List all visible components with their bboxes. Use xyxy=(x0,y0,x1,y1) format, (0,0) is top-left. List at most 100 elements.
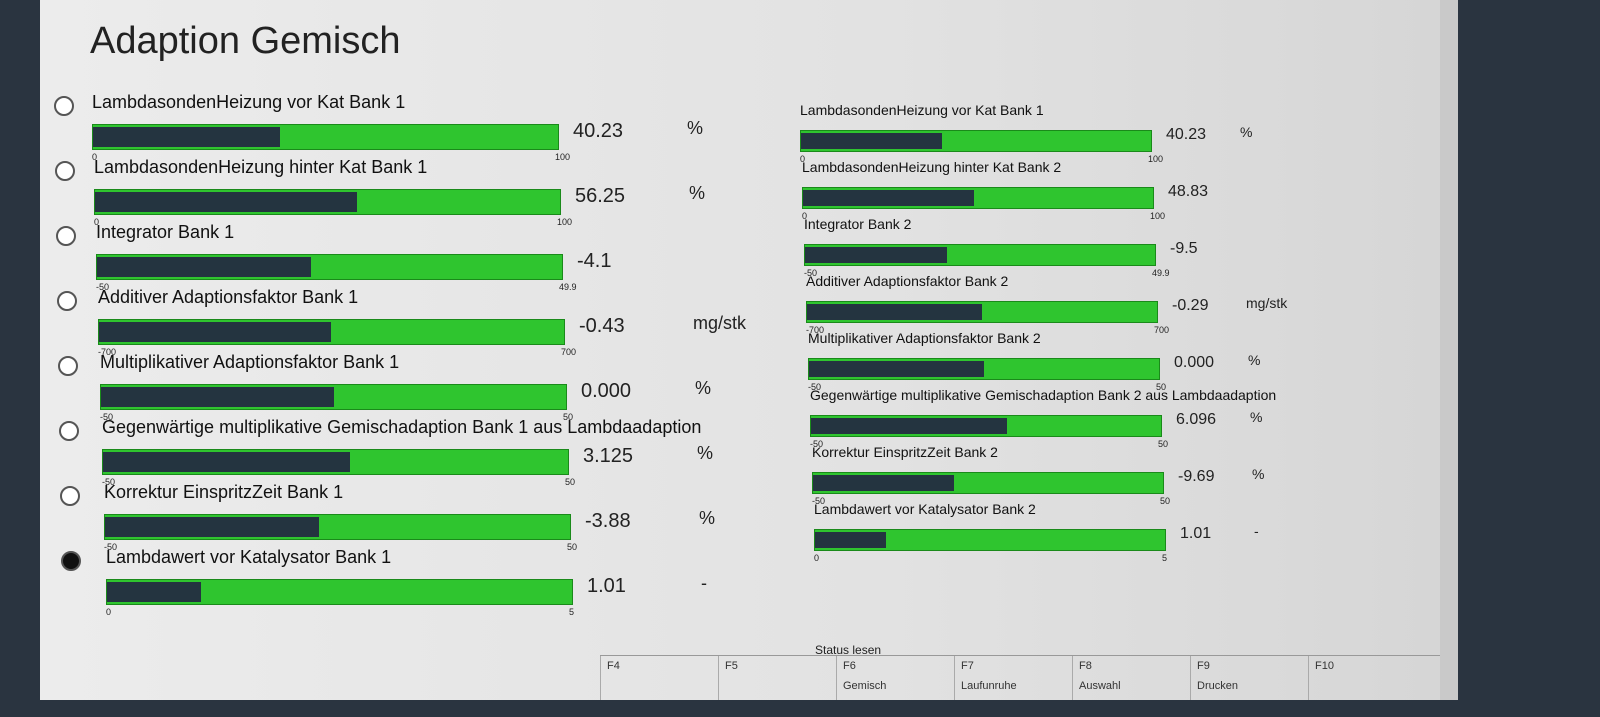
key-name: F5 xyxy=(725,660,738,672)
value-bar xyxy=(806,301,1158,323)
value-bar-fill xyxy=(803,190,974,206)
min-label: -700 xyxy=(806,325,825,335)
value-bar-fill xyxy=(815,532,886,548)
value: 40.23 xyxy=(1166,126,1207,143)
key-name: F9 xyxy=(1197,660,1210,672)
value: 56.25 xyxy=(575,185,626,207)
key-label: Drucken xyxy=(1197,680,1238,692)
value: -9.69 xyxy=(1178,468,1215,485)
key-name: F8 xyxy=(1079,660,1092,672)
status-label: Status lesen xyxy=(815,643,882,657)
value-bar xyxy=(104,514,571,540)
radio-button[interactable] xyxy=(54,96,74,116)
max-label: 50 xyxy=(567,542,578,552)
unit: % xyxy=(1248,352,1261,368)
value-bar xyxy=(94,189,561,215)
min-label: -50 xyxy=(804,268,818,278)
min-label: -50 xyxy=(810,439,824,449)
max-label: 50 xyxy=(1156,382,1167,392)
min-label: 0 xyxy=(92,152,98,162)
max-label: 50 xyxy=(1158,439,1169,449)
value-bar-fill xyxy=(107,582,201,602)
max-label: 700 xyxy=(561,347,577,357)
radio-button[interactable] xyxy=(55,161,75,181)
parameter-label: Korrektur EinspritzZeit Bank 1 xyxy=(104,482,344,502)
value: 40.23 xyxy=(573,120,624,142)
function-key[interactable]: F7 Laufunruhe xyxy=(954,656,1065,700)
value: 6.096 xyxy=(1176,411,1217,428)
parameter-label: Additiver Adaptionsfaktor Bank 1 xyxy=(98,287,359,307)
parameter-label: Integrator Bank 2 xyxy=(804,216,912,232)
value: -0.43 xyxy=(579,315,625,337)
parameter-label: LambdasondenHeizung hinter Kat Bank 1 xyxy=(94,157,428,177)
value-bar xyxy=(102,449,569,475)
unit: - xyxy=(1254,523,1259,539)
value: 1.01 xyxy=(587,575,626,597)
parameter-label: Lambdawert vor Katalysator Bank 1 xyxy=(106,547,392,567)
max-label: 100 xyxy=(1148,154,1164,164)
value: 1.01 xyxy=(1180,525,1212,542)
min-label: -700 xyxy=(98,347,117,357)
radio-button[interactable] xyxy=(58,356,78,376)
max-label: 50 xyxy=(565,477,576,487)
key-label: Gemisch xyxy=(843,680,887,692)
max-label: 100 xyxy=(557,217,573,227)
value-bar xyxy=(804,244,1156,266)
function-key[interactable]: F9 Drucken xyxy=(1190,656,1301,700)
function-key[interactable]: F8 Auswahl xyxy=(1072,656,1183,700)
function-key[interactable]: F10 xyxy=(1308,656,1419,700)
radio-button[interactable] xyxy=(59,421,79,441)
unit: % xyxy=(695,378,712,398)
value-bar-fill xyxy=(103,452,351,472)
title: Adaption Gemisch xyxy=(90,20,401,62)
min-label: -50 xyxy=(100,412,114,422)
key-name: F6 xyxy=(843,660,856,672)
value-bar xyxy=(808,358,1160,380)
parameter-label: Multiplikativer Adaptionsfaktor Bank 2 xyxy=(808,330,1041,346)
unit: % xyxy=(699,508,716,528)
key-name: F10 xyxy=(1315,660,1334,672)
value-bar-fill xyxy=(801,133,942,149)
unit: mg/stk xyxy=(693,313,747,333)
unit: % xyxy=(689,183,706,203)
radio-button[interactable] xyxy=(56,226,76,246)
min-label: -50 xyxy=(104,542,118,552)
min-label: 0 xyxy=(800,154,806,164)
value: 48.83 xyxy=(1168,183,1209,200)
value: -9.5 xyxy=(1170,240,1198,257)
parameter-label: LambdasondenHeizung vor Kat Bank 1 xyxy=(800,102,1044,118)
max-label: 50 xyxy=(1160,496,1171,506)
function-key[interactable]: F6 Gemisch xyxy=(836,656,947,700)
parameter-label: Korrektur EinspritzZeit Bank 2 xyxy=(812,444,998,460)
value-bar-fill xyxy=(105,517,320,537)
value-bar xyxy=(814,529,1166,551)
radio-button[interactable] xyxy=(57,291,77,311)
function-key[interactable]: F5 xyxy=(718,656,829,700)
value: -0.29 xyxy=(1172,297,1209,314)
function-key[interactable]: F4 xyxy=(600,656,711,700)
value-bar xyxy=(802,187,1154,209)
radio-button[interactable] xyxy=(61,551,81,571)
parameter-label: LambdasondenHeizung vor Kat Bank 1 xyxy=(92,92,406,112)
value-bar-fill xyxy=(99,322,332,342)
value-bar xyxy=(800,130,1152,152)
value-bar-fill xyxy=(97,257,311,277)
parameter-label: Lambdawert vor Katalysator Bank 2 xyxy=(814,501,1036,517)
parameter-label: Gegenwärtige multiplikative Gemischadapt… xyxy=(102,417,702,437)
unit: mg/stk xyxy=(1246,295,1288,311)
max-label: 700 xyxy=(1154,325,1170,335)
max-label: 49.9 xyxy=(1152,268,1170,278)
max-label: 100 xyxy=(1150,211,1166,221)
radio-button[interactable] xyxy=(60,486,80,506)
max-label: 49.9 xyxy=(559,282,577,292)
value: 3.125 xyxy=(583,445,634,467)
key-label: Auswahl xyxy=(1079,680,1121,692)
unit: % xyxy=(1250,409,1263,425)
min-label: -50 xyxy=(96,282,110,292)
max-label: 100 xyxy=(555,152,571,162)
value-bar xyxy=(106,579,573,605)
value-bar-fill xyxy=(101,387,334,407)
value-bar-fill xyxy=(807,304,982,320)
unit: % xyxy=(687,118,704,138)
